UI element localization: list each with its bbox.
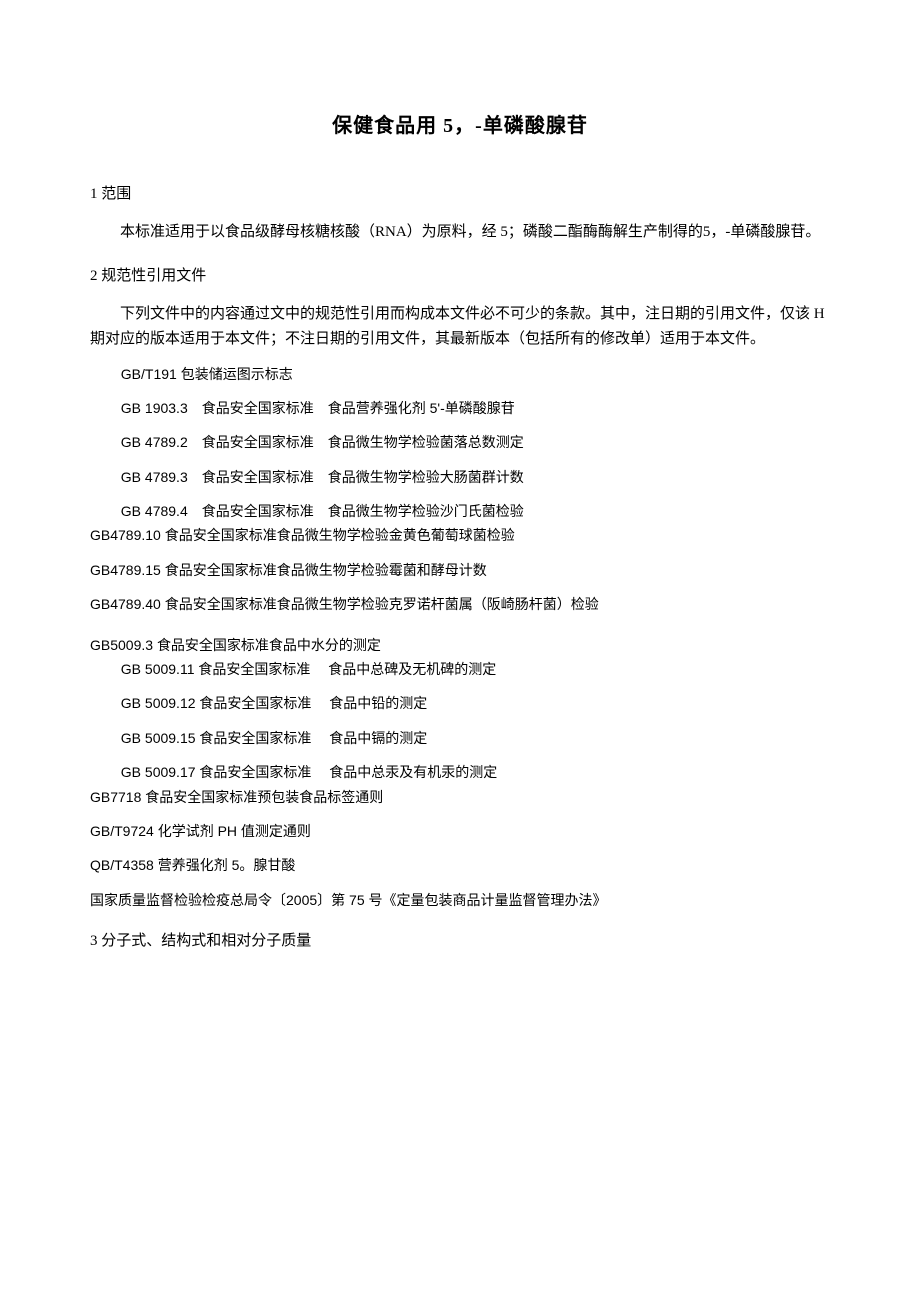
section-2-heading: 2 规范性引用文件 <box>90 264 830 288</box>
ref-item: GB5009.3 食品安全国家标准食品中水分的测定 <box>90 634 830 656</box>
ref-item: GB 1903.3 食品安全国家标准 食品营养强化剂 5'-单磷酸腺苷 <box>90 397 830 419</box>
ref-item: GB 4789.2 食品安全国家标准 食品微生物学检验菌落总数测定 <box>90 431 830 453</box>
section-3-heading: 3 分子式、结构式和相对分子质量 <box>90 929 830 953</box>
ref-item: GB4789.10 食品安全国家标准食品微生物学检验金黄色葡萄球菌检验 <box>90 524 830 546</box>
ref-item: GB/T9724 化学试剂 PH 值测定通则 <box>90 820 830 842</box>
section-1-para: 本标准适用于以食品级酵母核糖核酸（RNA）为原料，经 5；磷酸二酯酶酶解生产制得… <box>90 220 830 246</box>
ref-item: GB4789.15 食品安全国家标准食品微生物学检验霉菌和酵母计数 <box>90 559 830 581</box>
section-2-para: 下列文件中的内容通过文中的规范性引用而构成本文件必不可少的条款。其中，注日期的引… <box>90 302 830 353</box>
ref-item: GB/T191 包装储运图示标志 <box>90 363 830 385</box>
ref-item: GB4789.40 食品安全国家标准食品微生物学检验克罗诺杆菌属（阪崎肠杆菌）检… <box>90 593 830 615</box>
ref-item: QB/T4358 营养强化剂 5。腺甘酸 <box>90 854 830 876</box>
ref-item: GB7718 食品安全国家标准预包装食品标签通则 <box>90 786 830 808</box>
ref-item: GB 5009.15 食品安全国家标准 食品中镉的测定 <box>90 727 830 749</box>
ref-item: GB 5009.11 食品安全国家标准 食品中总碑及无机碑的测定 <box>90 658 830 680</box>
ref-item: GB 4789.3 食品安全国家标准 食品微生物学检验大肠菌群计数 <box>90 466 830 488</box>
references-list: GB/T191 包装储运图示标志 GB 1903.3 食品安全国家标准 食品营养… <box>90 363 830 912</box>
document-title: 保健食品用 5，-单磷酸腺苷 <box>90 110 830 142</box>
ref-item: GB 4789.4 食品安全国家标准 食品微生物学检验沙门氏菌检验 <box>90 500 830 522</box>
ref-item: 国家质量监督检验检疫总局令〔2005〕第 75 号《定量包装商品计量监督管理办法… <box>90 889 830 911</box>
ref-item: GB 5009.12 食品安全国家标准 食品中铅的测定 <box>90 692 830 714</box>
ref-item: GB 5009.17 食品安全国家标准 食品中总汞及有机汞的测定 <box>90 761 830 783</box>
section-1-heading: 1 范围 <box>90 182 830 206</box>
